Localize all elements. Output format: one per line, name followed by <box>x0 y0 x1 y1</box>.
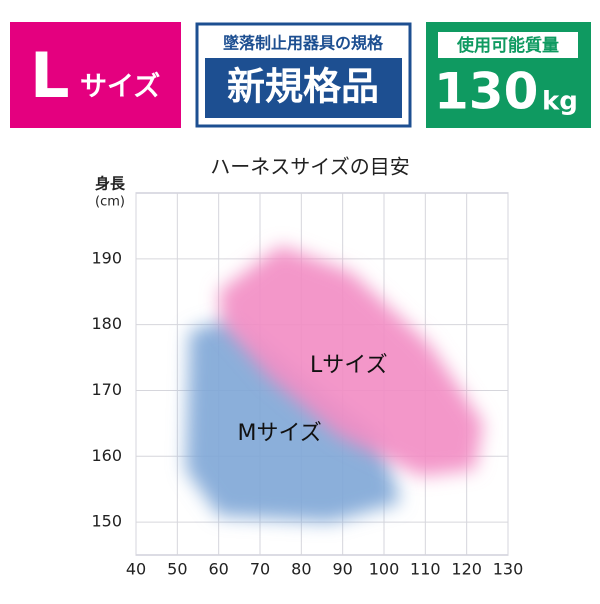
region-label: Mサイズ <box>237 421 321 446</box>
region-label: Lサイズ <box>310 353 388 378</box>
x-tick-label: 90 <box>332 560 352 579</box>
size-region <box>185 318 401 523</box>
x-tick-label: 60 <box>208 560 228 579</box>
x-tick-label: 80 <box>291 560 311 579</box>
y-unit: (cm) <box>95 195 125 210</box>
x-tick-label: 130 <box>493 560 524 579</box>
size-letter: L <box>30 39 70 112</box>
y-tick-label: 180 <box>91 314 122 333</box>
x-tick-label: 110 <box>410 560 441 579</box>
y-tick-label: 150 <box>91 512 122 531</box>
capacity-top: 使用可能質量 <box>456 35 559 56</box>
x-tick-label: 100 <box>369 560 400 579</box>
standard-box <box>205 58 402 118</box>
capacity-unit: kg <box>542 87 578 117</box>
y-tick-label: 160 <box>91 446 122 465</box>
capacity-number: 130 <box>434 63 538 121</box>
size-region <box>218 245 484 477</box>
chart-title: ハーネスサイズの目安 <box>210 155 409 179</box>
x-tick-label: 50 <box>167 560 187 579</box>
x-tick-label: 40 <box>126 560 146 579</box>
y-label: 身長 <box>95 175 126 193</box>
standard-bottom: 新規格品 <box>227 65 379 109</box>
capacity-top-box <box>438 32 578 58</box>
x-tick-label: 70 <box>250 560 270 579</box>
standard-top: 墜落制止用器具の規格 <box>223 34 384 53</box>
size-text: サイズ <box>80 71 160 103</box>
y-tick-label: 170 <box>91 380 122 399</box>
size-badge <box>10 22 181 128</box>
y-tick-label: 190 <box>91 248 122 267</box>
x-tick-label: 120 <box>451 560 482 579</box>
